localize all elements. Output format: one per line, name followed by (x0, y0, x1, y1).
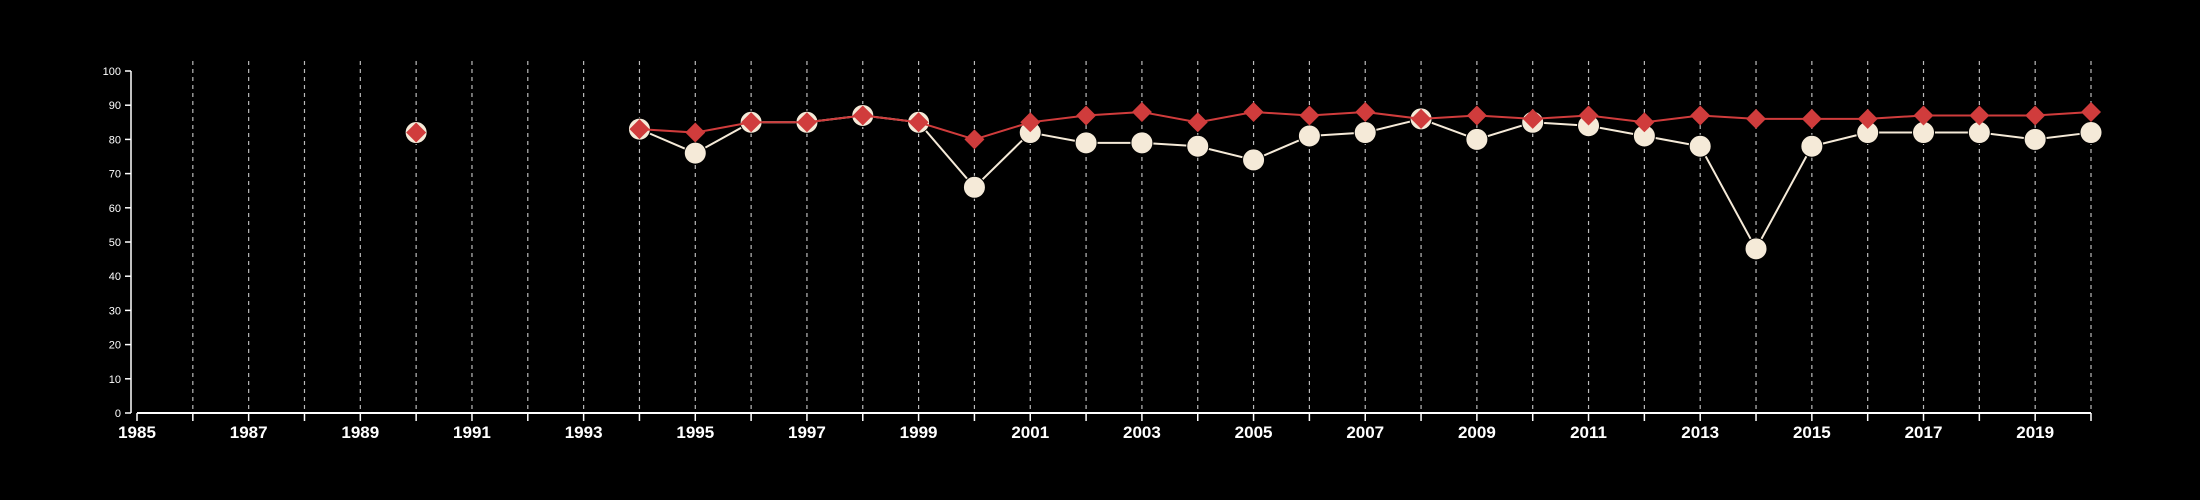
data-point-diamond (1969, 105, 1990, 126)
x-tick-label: 2015 (1793, 423, 1831, 442)
y-tick-label: 40 (109, 271, 121, 283)
x-tick-label: 2019 (2016, 423, 2054, 442)
x-tick-label: 1989 (341, 423, 379, 442)
data-point-circle (1074, 131, 1098, 155)
x-tick-label: 2017 (1905, 423, 1943, 442)
data-point-diamond (1857, 108, 1878, 129)
data-point-diamond (1020, 112, 1041, 133)
x-tick-label: 2001 (1011, 423, 1049, 442)
y-tick-label: 30 (109, 305, 121, 317)
data-point-diamond (1411, 108, 1432, 129)
data-point-diamond (1578, 105, 1599, 126)
y-tick-label: 80 (109, 134, 121, 146)
x-tick-label: 1995 (676, 423, 714, 442)
data-point-diamond (1801, 108, 1822, 129)
y-tick-label: 100 (103, 66, 121, 78)
data-point-diamond (685, 122, 706, 143)
x-tick-label: 1999 (900, 423, 938, 442)
y-tick-label: 60 (109, 203, 121, 215)
series-2 (406, 102, 2101, 150)
x-tick-label: 2009 (1458, 423, 1496, 442)
data-point-diamond (2025, 105, 2046, 126)
data-point-circle (962, 175, 986, 199)
data-point-diamond (741, 112, 762, 133)
data-point-diamond (1746, 108, 1767, 129)
x-tick-label: 1985 (118, 423, 156, 442)
y-tick-label: 70 (109, 169, 121, 181)
data-point-diamond (1690, 105, 1711, 126)
x-tick-label: 2011 (1570, 423, 1607, 442)
y-tick-label: 0 (115, 408, 121, 420)
data-point-circle (1186, 134, 1210, 158)
data-point-circle (1242, 148, 1266, 172)
x-tick-label: 1987 (230, 423, 268, 442)
data-point-circle (2023, 127, 2047, 151)
data-point-diamond (1243, 102, 1264, 123)
data-point-diamond (796, 112, 817, 133)
x-tick-label: 1997 (788, 423, 826, 442)
data-point-circle (1800, 134, 1824, 158)
data-point-diamond (406, 122, 427, 143)
data-point-circle (1130, 131, 1154, 155)
data-point-circle (1744, 237, 1768, 261)
data-point-diamond (1076, 105, 1097, 126)
x-tick-label: 1991 (453, 423, 491, 442)
data-point-diamond (964, 129, 985, 150)
x-tick-label: 1993 (565, 423, 603, 442)
data-point-diamond (1913, 105, 1934, 126)
axes: 0 10 20 30 40 50 60 70 80 90 100 1985 1987 1989 1991 19… (103, 66, 2092, 442)
x-tick-label: 2003 (1123, 423, 1161, 442)
data-point-circle (1688, 134, 1712, 158)
data-point-diamond (1187, 112, 1208, 133)
data-point-diamond (1634, 112, 1655, 133)
data-point-diamond (2081, 102, 2101, 123)
data-point-circle (683, 141, 707, 165)
data-point-diamond (908, 112, 929, 133)
data-point-circle (1353, 121, 1377, 145)
data-point-diamond (629, 119, 650, 140)
data-point-diamond (852, 105, 873, 126)
y-tick-label: 50 (109, 237, 121, 249)
y-tick-label: 20 (109, 340, 121, 352)
x-tick-label: 2005 (1235, 423, 1273, 442)
x-tick-label: 2007 (1346, 423, 1384, 442)
data-point-circle (1465, 127, 1489, 151)
data-point-diamond (1355, 102, 1376, 123)
y-tick-label: 90 (109, 100, 121, 112)
data-point-diamond (1299, 105, 1320, 126)
data-point-diamond (1131, 102, 1152, 123)
data-point-diamond (1466, 105, 1487, 126)
data-point-diamond (1522, 108, 1543, 129)
data-point-circle (2079, 121, 2103, 145)
x-tick-label: 2013 (1681, 423, 1719, 442)
data-point-circle (1297, 124, 1321, 148)
series (404, 102, 2103, 261)
y-tick-label: 10 (109, 374, 121, 386)
